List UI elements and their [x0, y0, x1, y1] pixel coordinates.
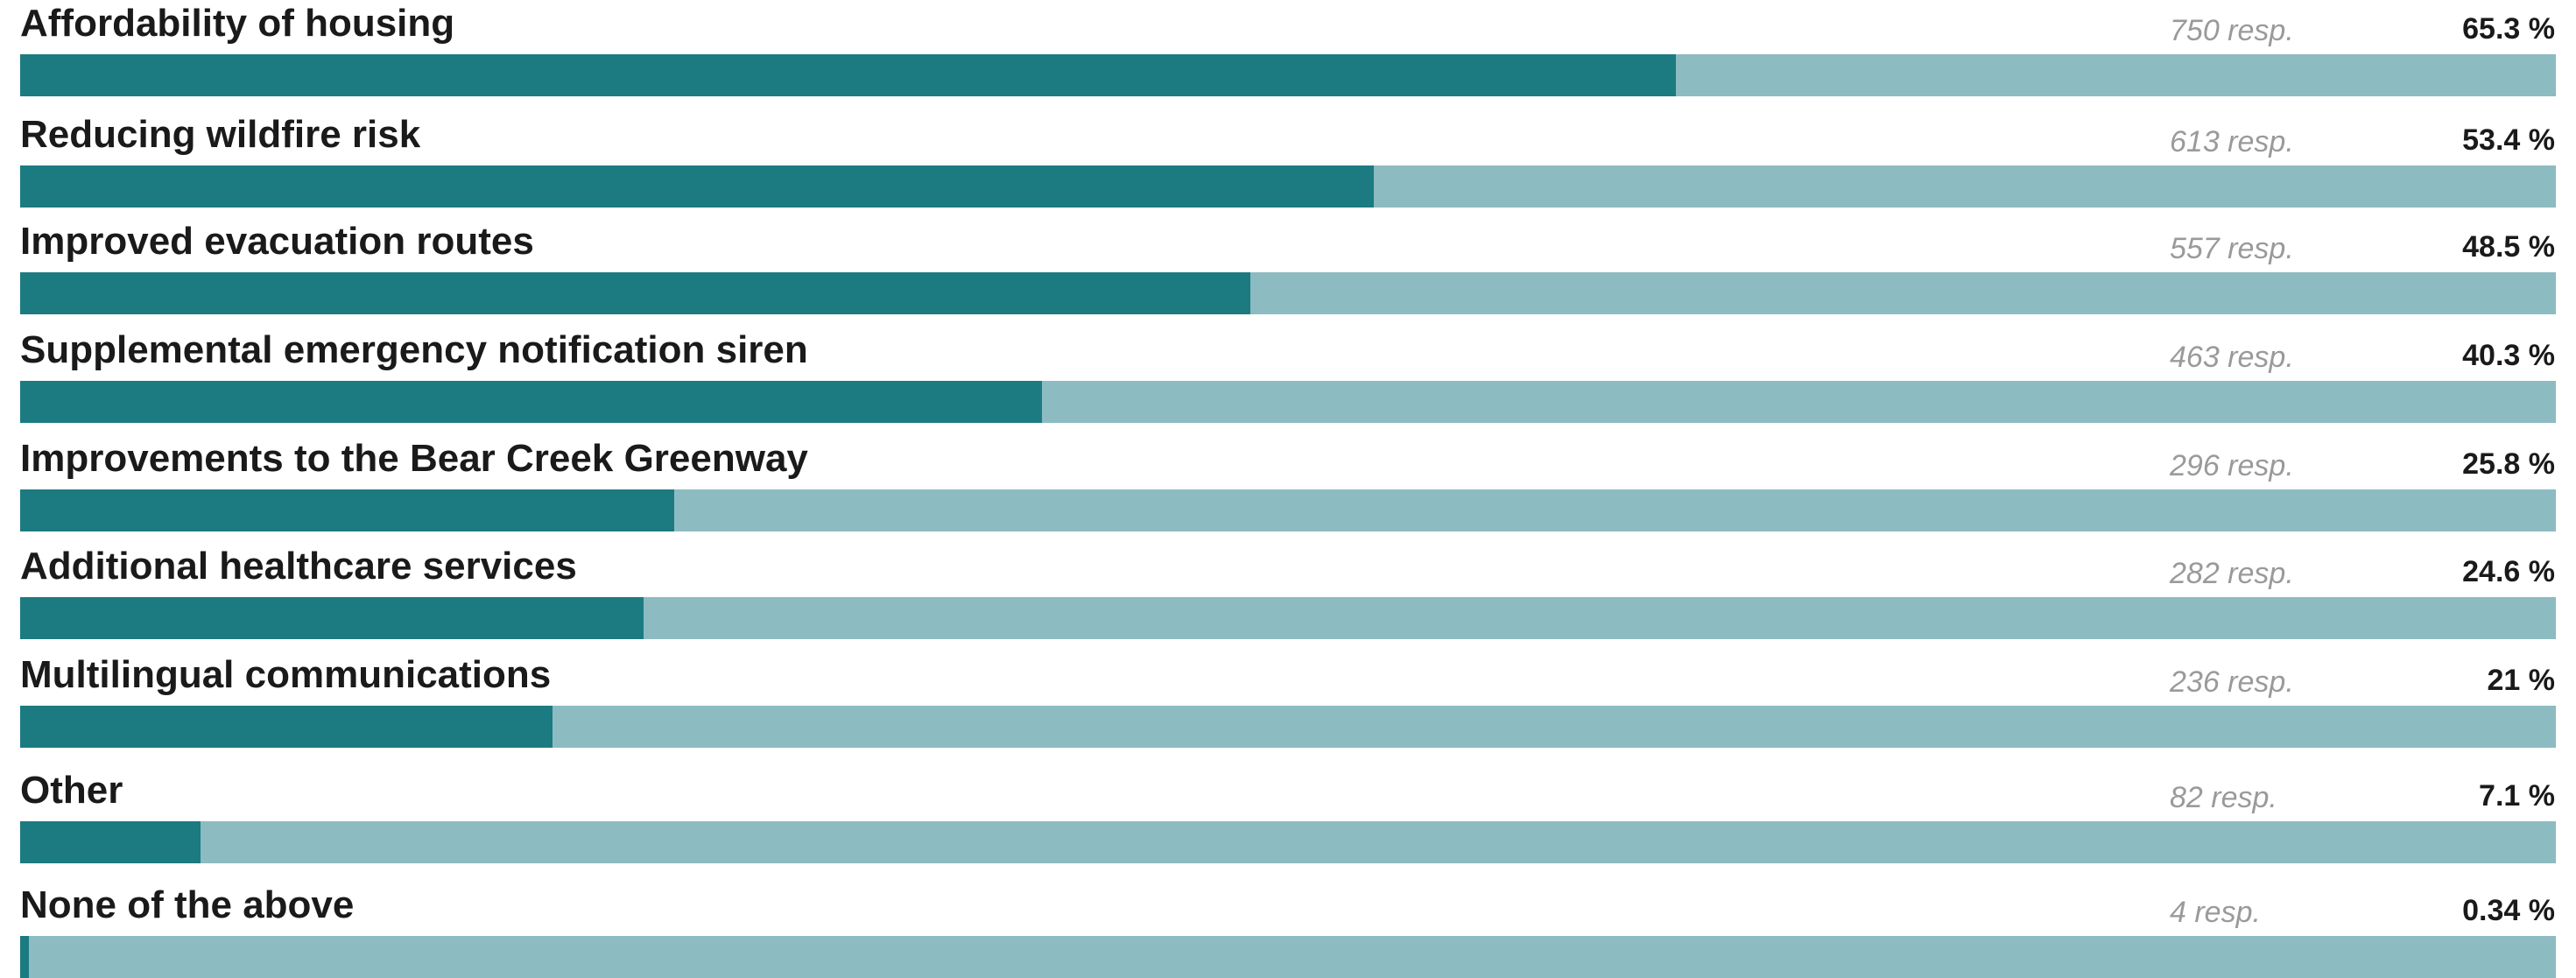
bar-percent: 0.34 %	[2462, 894, 2555, 927]
bar-label: Reducing wildfire risk	[20, 113, 421, 156]
bar-responses: 4 resp.	[2170, 896, 2261, 929]
bar-track	[20, 936, 2556, 978]
bar-responses: 236 resp.	[2170, 665, 2294, 699]
bar-percent: 24.6 %	[2462, 555, 2555, 588]
bar-percent: 21 %	[2487, 664, 2556, 697]
bar-track	[20, 821, 2556, 863]
bar-label: None of the above	[20, 883, 355, 926]
bar-label: Affordability of housing	[20, 2, 455, 45]
bar-responses: 750 resp.	[2170, 14, 2294, 47]
bar-fill	[20, 706, 553, 748]
bar-percent: 48.5 %	[2462, 230, 2555, 264]
bar-responses: 282 resp.	[2170, 557, 2294, 590]
bar-label: Improved evacuation routes	[20, 220, 534, 263]
bar-label: Supplemental emergency notification sire…	[20, 328, 808, 371]
bar-track	[20, 597, 2556, 639]
bar-label: Additional healthcare services	[20, 545, 577, 588]
bar-responses: 296 resp.	[2170, 449, 2294, 482]
bar-fill	[20, 272, 1250, 314]
bar-responses: 463 resp.	[2170, 341, 2294, 374]
bar-responses: 557 resp.	[2170, 232, 2294, 265]
bar-percent: 53.4 %	[2462, 123, 2555, 157]
bar-fill	[20, 165, 1375, 208]
bar-track	[20, 706, 2556, 748]
bar-label: Multilingual communications	[20, 653, 552, 696]
bar-percent: 25.8 %	[2462, 447, 2555, 481]
bar-fill	[20, 821, 201, 863]
bar-responses: 613 resp.	[2170, 125, 2294, 158]
bar-fill	[20, 489, 675, 531]
bar-percent: 7.1 %	[2479, 779, 2555, 813]
bar-track	[20, 489, 2556, 531]
bar-fill	[20, 54, 1677, 96]
bar-responses: 82 resp.	[2170, 781, 2277, 814]
bar-track	[20, 54, 2556, 96]
bar-track	[20, 165, 2556, 208]
bar-percent: 65.3 %	[2462, 12, 2555, 46]
bar-label: Improvements to the Bear Creek Greenway	[20, 437, 808, 480]
bar-fill	[20, 936, 29, 978]
bar-track	[20, 272, 2556, 314]
bar-track	[20, 381, 2556, 423]
bar-percent: 40.3 %	[2462, 339, 2555, 372]
bar-fill	[20, 597, 644, 639]
bar-fill	[20, 381, 1043, 423]
bar-label: Other	[20, 769, 123, 812]
